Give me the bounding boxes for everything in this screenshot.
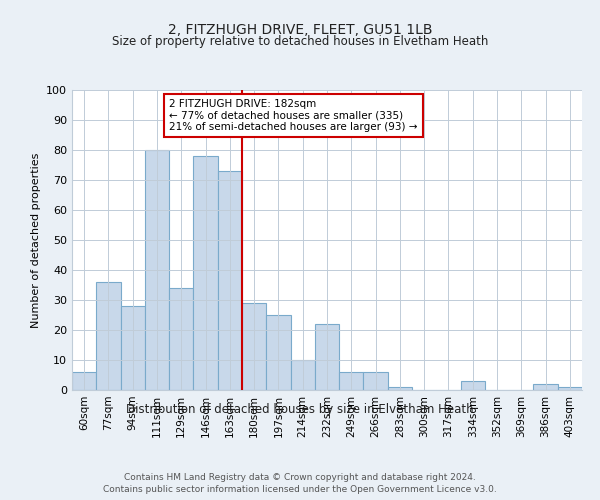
Bar <box>461 381 485 390</box>
Bar <box>218 171 242 390</box>
Text: Distribution of detached houses by size in Elvetham Heath: Distribution of detached houses by size … <box>126 402 474 415</box>
Bar <box>339 372 364 390</box>
Bar <box>266 315 290 390</box>
Text: Contains HM Land Registry data © Crown copyright and database right 2024.: Contains HM Land Registry data © Crown c… <box>124 472 476 482</box>
Bar <box>121 306 145 390</box>
Bar <box>533 384 558 390</box>
Text: Contains public sector information licensed under the Open Government Licence v3: Contains public sector information licen… <box>103 485 497 494</box>
Text: 2 FITZHUGH DRIVE: 182sqm
← 77% of detached houses are smaller (335)
21% of semi-: 2 FITZHUGH DRIVE: 182sqm ← 77% of detach… <box>169 99 418 132</box>
Bar <box>96 282 121 390</box>
Bar <box>364 372 388 390</box>
Bar <box>315 324 339 390</box>
Bar <box>193 156 218 390</box>
Bar <box>72 372 96 390</box>
Text: Size of property relative to detached houses in Elvetham Heath: Size of property relative to detached ho… <box>112 35 488 48</box>
Bar <box>242 303 266 390</box>
Bar <box>388 387 412 390</box>
Bar <box>169 288 193 390</box>
Bar <box>290 360 315 390</box>
Y-axis label: Number of detached properties: Number of detached properties <box>31 152 41 328</box>
Text: 2, FITZHUGH DRIVE, FLEET, GU51 1LB: 2, FITZHUGH DRIVE, FLEET, GU51 1LB <box>168 22 432 36</box>
Bar <box>145 150 169 390</box>
Bar <box>558 387 582 390</box>
